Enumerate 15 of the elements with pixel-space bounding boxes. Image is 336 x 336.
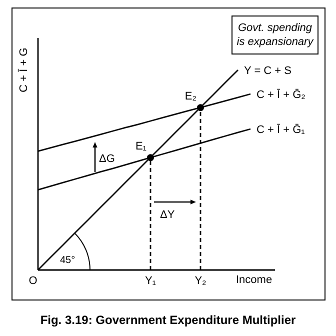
x-tick-label: O [28,275,38,287]
y-axis-title: C + Ī + G [17,48,30,92]
x-tick-label: Y₂ [194,275,206,287]
annotation: ΔG [99,153,115,165]
annotation: E₂ [184,90,196,103]
series-label: C + Ī + Ḡ₁ [256,123,306,136]
series-label: Y = C + S [244,65,292,77]
x-tick-label: Y₁ [144,275,156,287]
annotation: ΔY [160,209,176,221]
annotation: 45° [60,255,76,266]
text: Govt. spending is expansionary [236,22,315,48]
x-axis-title: Income [236,274,272,286]
annotation: E₁ [135,140,147,153]
series-label: C + Ī + Ḡ₂ [256,88,306,101]
text: Fig. 3.19: Government Expenditure Multiplier [40,313,296,327]
